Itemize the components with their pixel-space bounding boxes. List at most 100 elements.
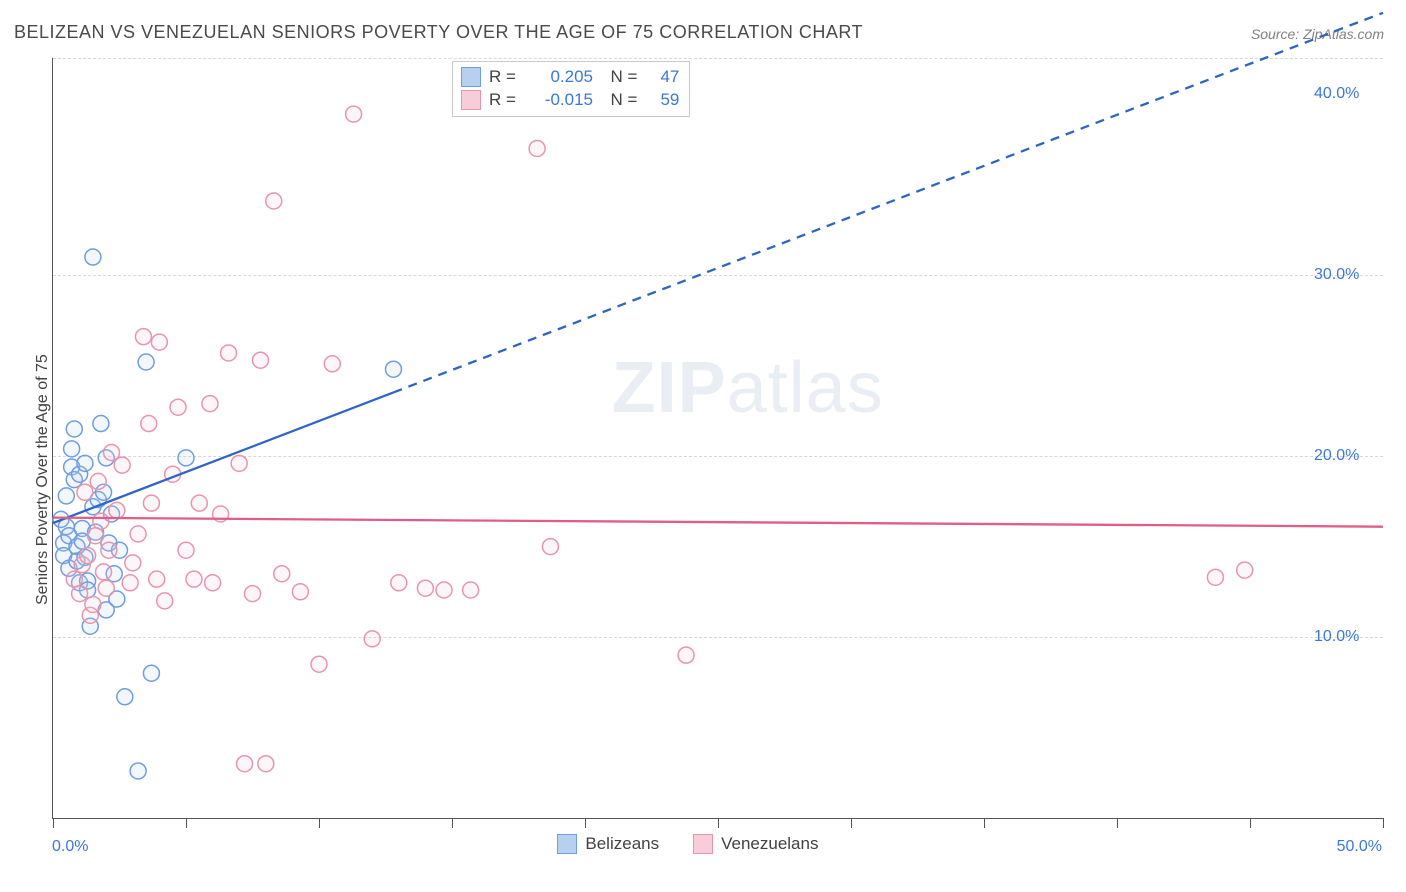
legend-item: Belizeans [557,834,659,854]
scatter-point [143,495,159,511]
scatter-point [311,656,327,672]
scatter-point [122,575,138,591]
scatter-point [66,421,82,437]
scatter-point [266,193,282,209]
scatter-point [205,575,221,591]
scatter-point [391,575,407,591]
x-tick [452,818,453,828]
swatch-icon [693,834,713,854]
scatter-point [417,580,433,596]
scatter-point [463,582,479,598]
x-tick [1383,818,1384,828]
scatter-point [93,416,109,432]
scatter-point [186,571,202,587]
scatter-point [80,548,96,564]
stats-row: R = -0.015 N = 59 [461,89,679,112]
scatter-point [385,361,401,377]
scatter-point [678,647,694,663]
scatter-point [85,596,101,612]
stat-n-label: N = [601,89,637,112]
scatter-point [98,580,114,596]
scatter-point [72,586,88,602]
scatter-point [1237,562,1253,578]
legend-label: Belizeans [585,834,659,854]
x-tick-label: 50.0% [1337,838,1382,856]
stat-r-label: R = [489,66,523,89]
scatter-point [85,249,101,265]
scatter-point [66,571,82,587]
plot-area: ZIPatlas R =0.205 N =47R =-0.015 N =59 [52,58,1383,819]
x-tick [718,818,719,828]
stat-n-value: 59 [645,89,679,112]
x-tick [53,818,54,828]
y-tick-label: 20.0% [1314,447,1359,465]
stat-r-value: -0.015 [531,89,593,112]
x-tick [1250,818,1251,828]
y-tick-label: 30.0% [1314,266,1359,284]
stats-legend-box: R = 0.205 N = 47 R = -0.015 N = 59 [452,61,690,117]
x-tick [186,818,187,828]
legend-bottom: Belizeans Venezuelans [557,834,818,854]
chart-title: BELIZEAN VS VENEZUELAN SENIORS POVERTY O… [14,22,863,43]
scatter-point [143,665,159,681]
scatter-point [117,689,133,705]
scatter-point [157,593,173,609]
scatter-point [292,584,308,600]
scatter-point [324,356,340,372]
scatter-point [221,345,237,361]
x-tick [851,818,852,828]
scatter-point [364,631,380,647]
scatter-point [191,495,207,511]
scatter-point [88,528,104,544]
swatch-icon [557,834,577,854]
scatter-point [96,564,112,580]
scatter-point [151,334,167,350]
stat-n-value: 47 [645,66,679,89]
scatter-point [135,329,151,345]
trend-line-solid [53,518,1383,527]
scatter-point [125,555,141,571]
scatter-point [1207,569,1223,585]
scatter-point [245,586,261,602]
chart-source: Source: ZipAtlas.com [1251,26,1384,42]
scatter-point [346,106,362,122]
x-tick [319,818,320,828]
stat-r-label: R = [489,89,523,112]
scatter-point [77,455,93,471]
scatter-point [529,140,545,156]
scatter-point [231,455,247,471]
scatter-point [237,756,253,772]
scatter-point [178,450,194,466]
x-tick [984,818,985,828]
scatter-point [274,566,290,582]
swatch-icon [461,67,481,87]
scatter-point [178,542,194,558]
swatch-icon [461,90,481,110]
scatter-point [258,756,274,772]
x-tick-label: 0.0% [52,838,88,856]
y-tick-label: 40.0% [1314,85,1359,103]
x-tick [585,818,586,828]
scatter-point [101,542,117,558]
scatter-point [64,441,80,457]
scatter-point [58,488,74,504]
scatter-point [130,763,146,779]
legend-label: Venezuelans [721,834,818,854]
scatter-point [252,352,268,368]
stat-n-label: N = [601,66,637,89]
scatter-point [138,354,154,370]
scatter-point [109,502,125,518]
scatter-svg [53,58,1383,818]
scatter-point [141,416,157,432]
scatter-point [93,513,109,529]
scatter-point [170,399,186,415]
stat-r-value: 0.205 [531,66,593,89]
scatter-point [202,396,218,412]
scatter-point [542,539,558,555]
x-tick [1117,818,1118,828]
y-tick-label: 10.0% [1314,628,1359,646]
scatter-point [436,582,452,598]
y-axis-label: Seniors Poverty Over the Age of 75 [34,354,52,605]
scatter-point [114,457,130,473]
scatter-point [149,571,165,587]
